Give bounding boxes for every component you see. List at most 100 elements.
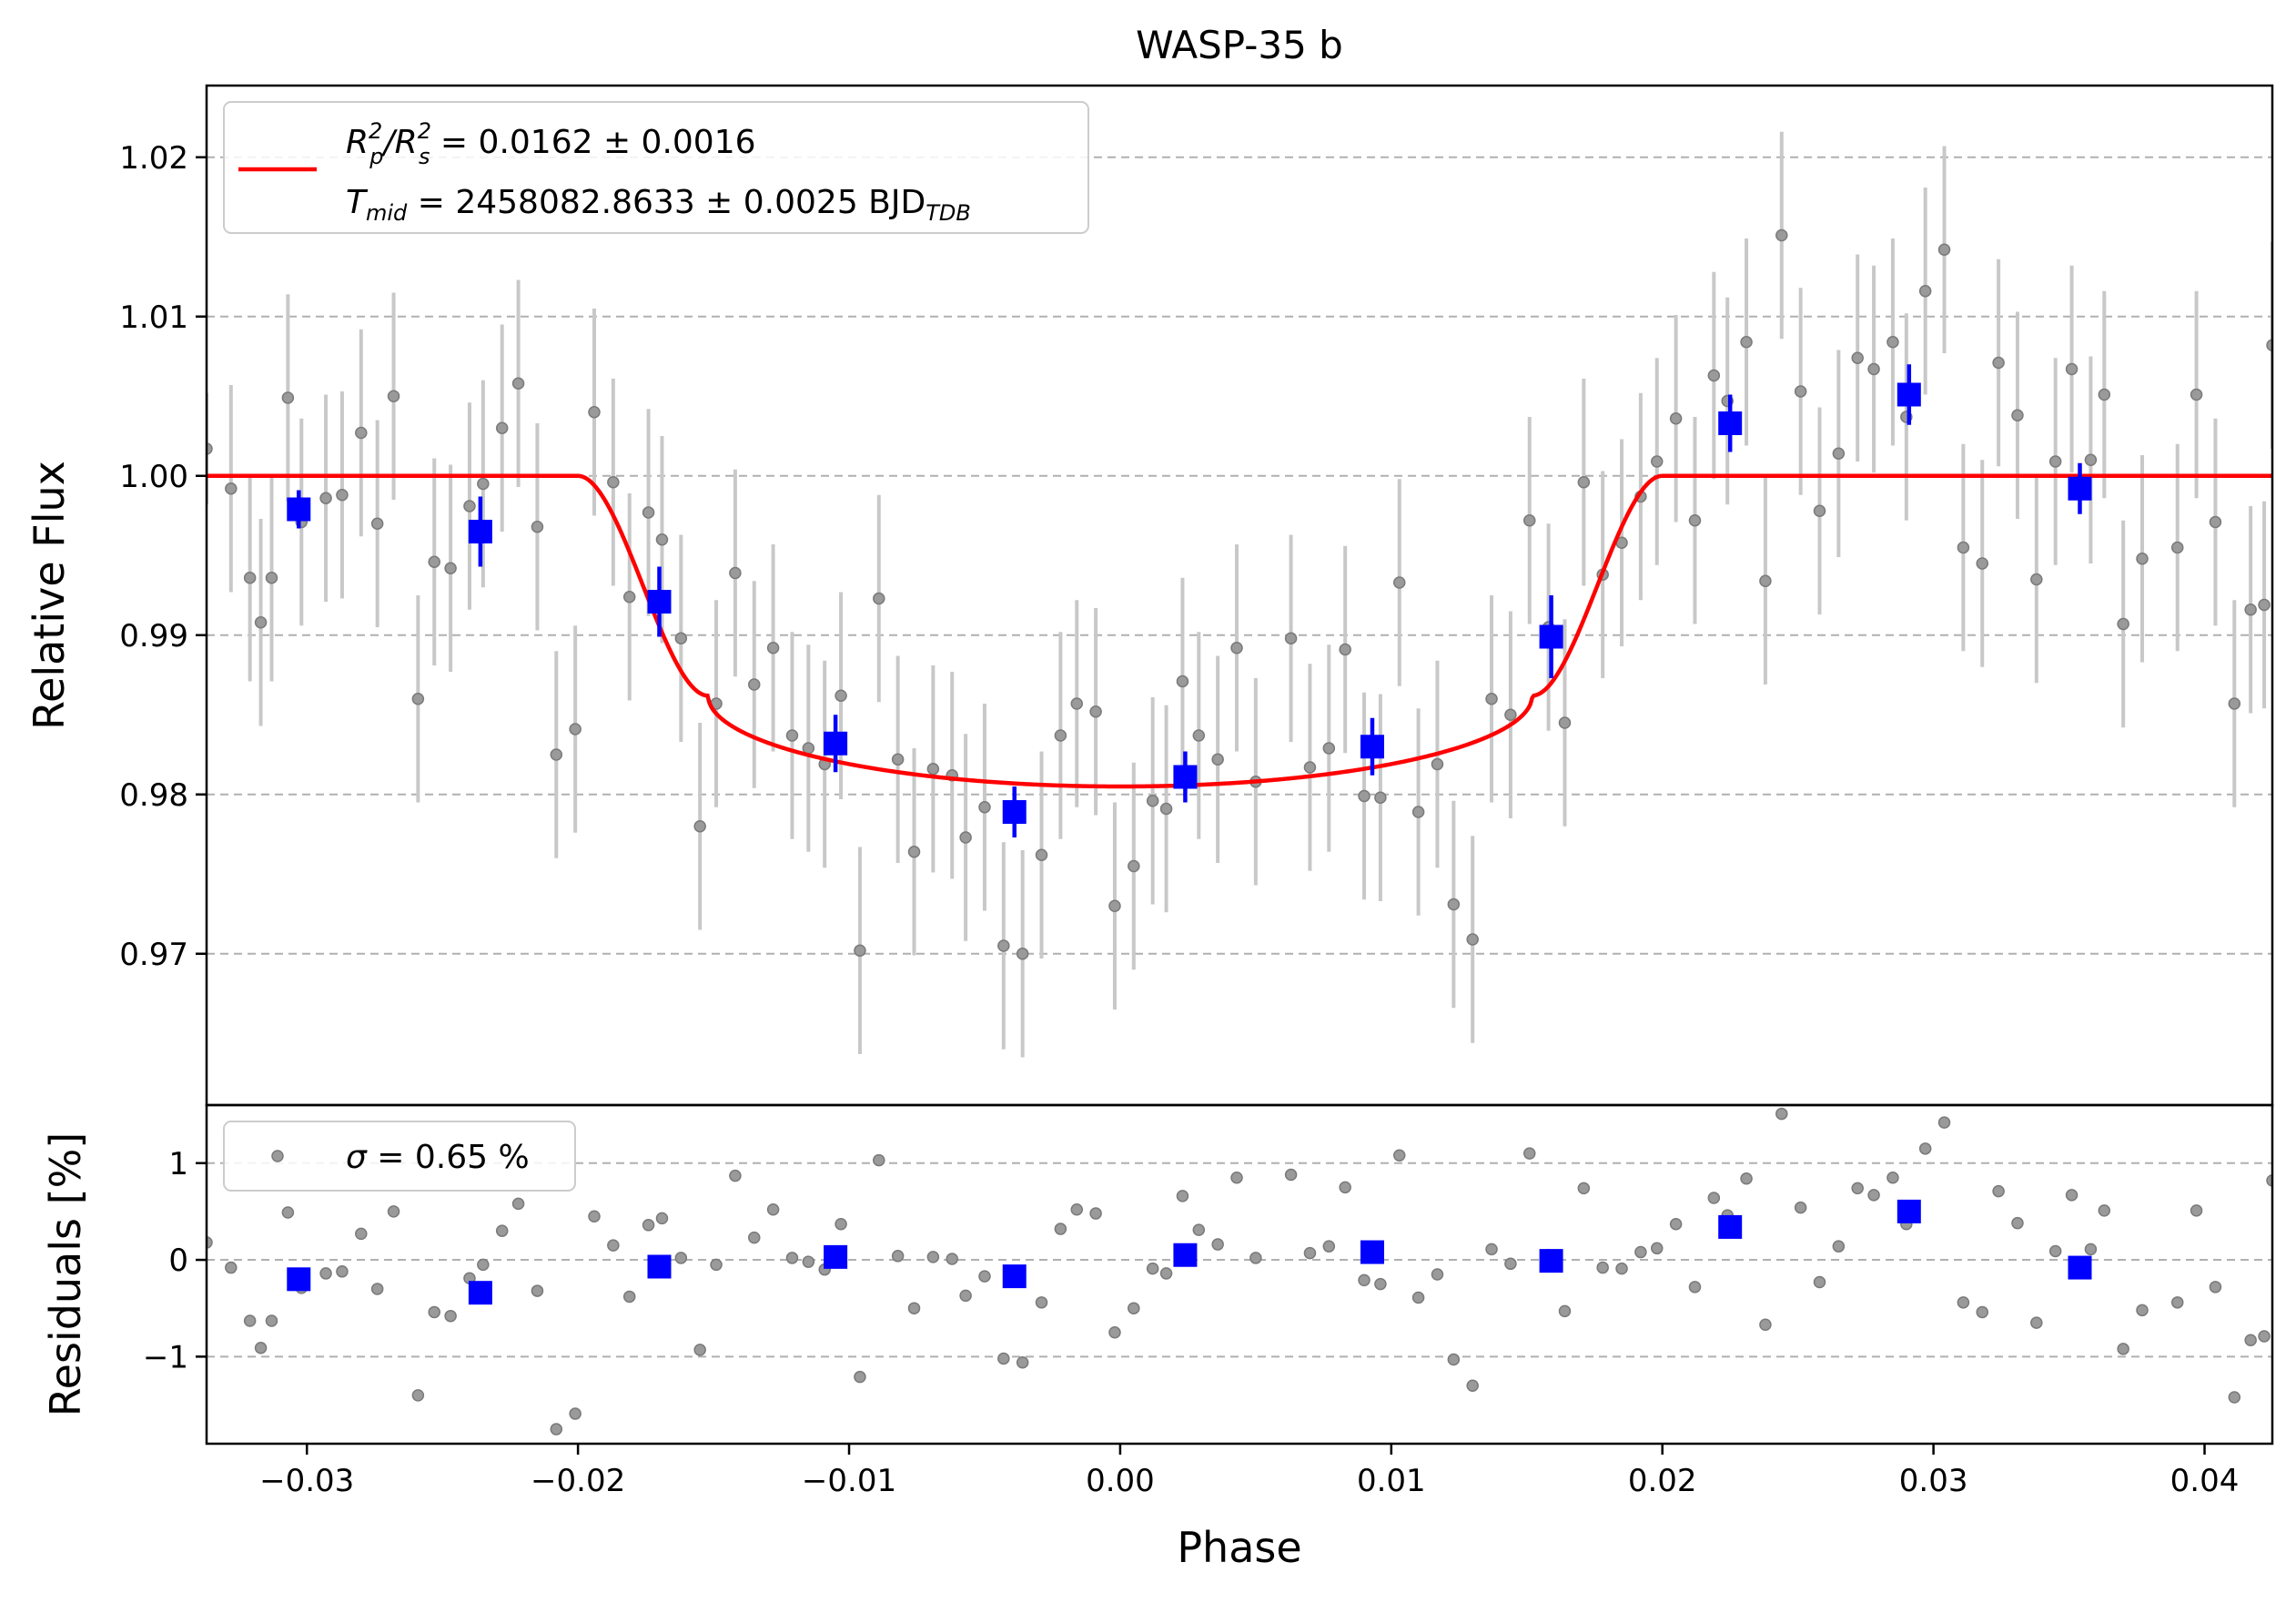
residuals-legend-box (223, 1121, 576, 1192)
residual-raw-point (370, 1283, 384, 1295)
residual-binned-point (1002, 1264, 1027, 1289)
residual-raw-point (655, 1212, 669, 1225)
flux-raw-point (834, 689, 847, 702)
residual-raw-point (1794, 1201, 1807, 1214)
flux-raw-point (1035, 848, 1048, 861)
residual-raw-point (281, 1206, 295, 1219)
flux-legend-box (223, 101, 1089, 234)
flux-raw-point (370, 517, 384, 530)
residual-raw-point (2228, 1391, 2241, 1404)
residual-raw-point (1851, 1182, 1864, 1195)
residuals-axes-frame (205, 1103, 2274, 1446)
legend-rp-rs-text: R2 p/R2 s = 0.0162 ± 0.0016 (346, 118, 756, 169)
flux-binned-point (824, 731, 848, 756)
residuals-y-ticks: −1 0 1 (143, 1146, 207, 1375)
flux-panel: 0.97 0.98 0.99 1.00 1.01 1.02 Relative Flux R… (25, 84, 2274, 1107)
residual-binned-point (1360, 1240, 1384, 1264)
phase-x-tick-label: −0.02 (531, 1463, 625, 1499)
residual-raw-point (1918, 1142, 1932, 1155)
chart-title: WASP-35 b (1136, 23, 1343, 67)
flux-raw-point (2136, 553, 2149, 565)
residual-raw-point (588, 1210, 601, 1223)
residual-raw-point (891, 1250, 905, 1263)
flux-y-tick-label: 0.98 (119, 777, 188, 814)
residual-raw-point (1957, 1296, 1970, 1309)
residual-raw-point (1192, 1223, 1206, 1236)
flux-raw-point (387, 390, 400, 402)
residual-raw-point (1504, 1257, 1517, 1271)
flux-raw-point (1192, 729, 1206, 742)
residual-raw-point (1867, 1189, 1880, 1202)
phase-x-tick-label: 0.04 (2170, 1463, 2240, 1499)
residual-raw-point (428, 1305, 440, 1319)
flux-raw-point (1558, 716, 1572, 729)
flux-binned-point (468, 520, 492, 543)
residual-raw-point (2084, 1243, 2098, 1256)
residual-raw-point (265, 1314, 278, 1327)
residual-raw-point (1393, 1149, 1406, 1162)
flux-raw-point (1230, 642, 1243, 654)
flux-raw-point (1851, 351, 1864, 364)
residual-raw-point (495, 1224, 509, 1237)
residual-raw-point (411, 1389, 425, 1402)
residual-raw-point (2244, 1334, 2257, 1347)
residual-raw-point (2030, 1316, 2043, 1329)
flux-raw-point (2244, 604, 2257, 616)
flux-raw-point (1937, 243, 1951, 256)
legend-tmid-text: Tmid = 2458082.8633 ± 0.0025 BJDTDB (346, 184, 971, 226)
flux-raw-point (243, 572, 257, 584)
flux-raw-point (428, 555, 440, 568)
flux-raw-point (1669, 412, 1683, 425)
flux-y-tick-label: 1.00 (119, 459, 188, 495)
residual-raw-point (1374, 1277, 1387, 1291)
flux-raw-point (959, 831, 972, 844)
flux-raw-point (997, 939, 1010, 952)
residual-raw-point (693, 1344, 706, 1356)
residual-raw-point (607, 1239, 620, 1252)
flux-raw-point (1976, 557, 1988, 570)
residual-raw-point (1976, 1305, 1988, 1319)
residual-raw-point (748, 1231, 761, 1244)
flux-binned-point (287, 497, 311, 522)
residual-raw-point (355, 1227, 368, 1241)
flux-raw-point (1016, 948, 1029, 960)
residual-raw-point (1992, 1184, 2005, 1198)
residual-raw-point (1176, 1190, 1189, 1202)
residual-raw-point (511, 1197, 525, 1211)
flux-raw-point (891, 753, 905, 766)
residual-raw-point (1211, 1238, 1224, 1251)
residual-raw-point (1411, 1291, 1425, 1304)
residual-raw-point (2266, 1174, 2272, 1187)
flux-raw-point (1322, 742, 1336, 755)
residual-raw-point (1577, 1182, 1591, 1195)
flux-binned-point (1360, 735, 1384, 759)
residual-raw-point (1108, 1326, 1121, 1339)
flux-binned-point (1002, 800, 1027, 824)
residual-raw-point (1339, 1181, 1351, 1194)
flux-raw-point (444, 562, 457, 574)
flux-raw-point (2030, 573, 2043, 586)
flux-raw-point (1146, 795, 1159, 807)
residual-raw-point (946, 1253, 958, 1265)
flux-raw-point (495, 421, 509, 434)
flux-raw-point (1707, 369, 1721, 382)
flux-raw-point (1688, 514, 1702, 527)
legend-sigma-text: σ = 0.65 % (346, 1139, 530, 1176)
flux-raw-point (854, 944, 866, 957)
flux-y-axis-label: Relative Flux (25, 461, 74, 730)
residuals-y-tick-label: 0 (168, 1243, 188, 1279)
flux-raw-point (1339, 643, 1351, 656)
residual-raw-point (1447, 1353, 1461, 1366)
flux-raw-point (748, 678, 761, 691)
flux-binned-point (1173, 765, 1198, 789)
residual-raw-point (550, 1423, 563, 1436)
residual-raw-point (2011, 1216, 2024, 1230)
flux-raw-point (2011, 409, 2024, 421)
flux-raw-point (2258, 598, 2271, 612)
flux-raw-point (1523, 514, 1536, 527)
flux-binned-point (2068, 476, 2092, 501)
residual-raw-point (1322, 1240, 1336, 1253)
residual-raw-point (997, 1352, 1010, 1365)
flux-raw-point (729, 566, 742, 580)
flux-raw-point (1431, 757, 1444, 771)
